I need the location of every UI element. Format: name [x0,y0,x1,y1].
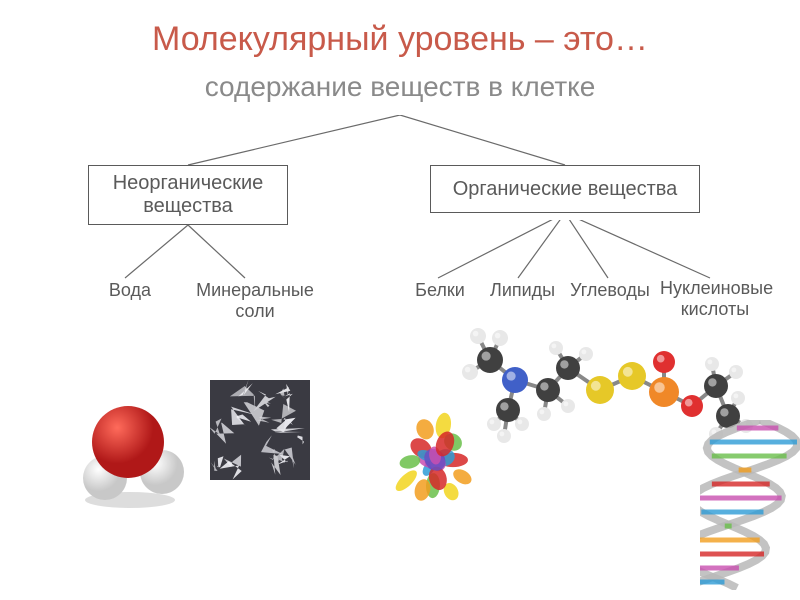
dna-helix-icon [700,420,800,595]
box-inorganic: Неорганические вещества [88,165,288,225]
page-title: Молекулярный уровень – это… [0,0,800,59]
leaf-water: Вода [100,280,160,301]
leaf-lipids: Липиды [490,280,550,301]
tree-mid-connector [0,220,800,285]
mineral-crystals-icon [210,380,310,485]
water-molecule-icon [70,400,190,515]
leaf-carbohydrates: Углеводы [570,280,650,301]
leaf-proteins: Белки [415,280,465,301]
page-subtitle: содержание веществ в клетке [0,71,800,103]
leaf-nucleic-acids: Нуклеиновые кислоты [660,278,770,319]
leaf-minerals: Минеральные соли [195,280,315,321]
tree-top-connector [0,115,800,170]
box-organic: Органические вещества [430,165,700,213]
